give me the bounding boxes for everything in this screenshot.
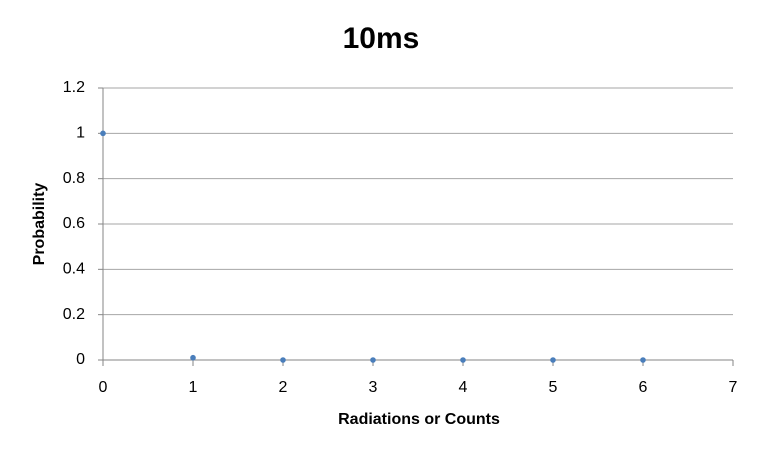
data-point xyxy=(190,354,196,361)
x-tick-label: 0 xyxy=(99,379,108,396)
x-tick-label: 4 xyxy=(459,379,468,396)
y-tick-label: 0.4 xyxy=(63,261,85,278)
y-tick-label: 0 xyxy=(76,351,85,368)
y-tick-label: 0.8 xyxy=(63,170,85,187)
x-axis-label: Radiations or Counts xyxy=(338,411,500,428)
data-point xyxy=(280,357,286,363)
x-tick-label: 3 xyxy=(369,379,378,396)
data-point xyxy=(460,357,466,363)
x-tick-label: 5 xyxy=(549,379,558,396)
y-tick-label: 0.2 xyxy=(63,306,85,323)
y-axis-label: Probability xyxy=(31,183,48,266)
x-tick-label: 2 xyxy=(279,379,288,396)
y-tick-label: 0.6 xyxy=(63,215,85,232)
y-tick-label: 1.2 xyxy=(63,79,85,96)
data-point xyxy=(550,357,556,363)
y-tick-label: 1 xyxy=(76,125,85,142)
data-point xyxy=(640,357,646,363)
x-tick-label: 6 xyxy=(639,379,648,396)
data-point xyxy=(370,357,376,363)
data-point xyxy=(100,130,106,137)
x-tick-label: 7 xyxy=(729,379,738,396)
chart-title: 10ms xyxy=(343,22,420,55)
x-tick-label: 1 xyxy=(189,379,198,396)
